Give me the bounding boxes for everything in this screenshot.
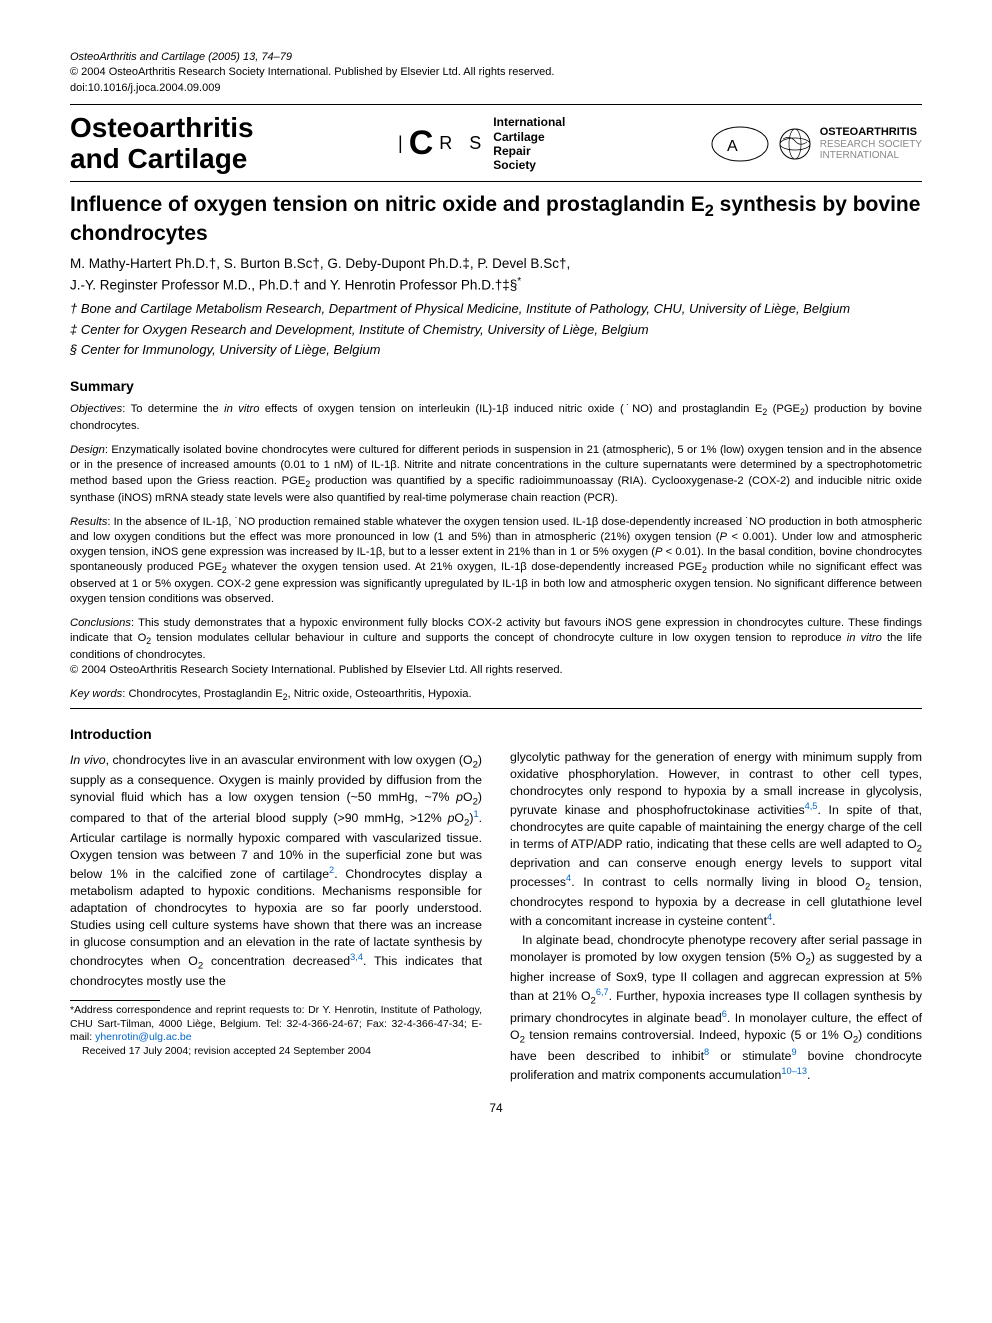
- design-label: Design: [70, 444, 105, 456]
- icrs-c-icon: C: [409, 124, 434, 163]
- affiliation-2: ‡ Center for Oxygen Research and Develop…: [70, 321, 922, 340]
- summary-heading: Summary: [70, 378, 922, 394]
- correspondence-text: *Address correspondence and reprint requ…: [70, 1004, 482, 1045]
- oars-logo: A OSTEOARTHRITIS RESEARCH SOCIETY INTERN…: [710, 124, 922, 164]
- column-left: Introduction In vivo, chondrocytes live …: [70, 719, 482, 1087]
- design-text: : Enzymatically isolated bovine chondroc…: [70, 444, 922, 503]
- keywords-label: Key words: [70, 688, 122, 700]
- abstract: Objectives: To determine the in vitro ef…: [70, 402, 922, 678]
- intro-para-2: glycolytic pathway for the generation of…: [510, 749, 922, 930]
- conclusions-text: : This study demonstrates that a hypoxic…: [70, 617, 922, 661]
- intro-para-1: In vivo, chondrocytes live in an avascul…: [70, 752, 482, 990]
- globe-icon: [778, 127, 812, 161]
- article-title: Influence of oxygen tension on nitric ox…: [70, 192, 922, 248]
- svg-text:A: A: [727, 138, 738, 155]
- affiliation-3: § Center for Immunology, University of L…: [70, 341, 922, 360]
- objectives-text: : To determine the in vitro effects of o…: [70, 403, 922, 432]
- icrs-logo: | C R S InternationalCartilageRepairSoci…: [398, 115, 565, 173]
- journal-name: Osteoarthritis and Cartilage: [70, 113, 254, 175]
- masthead: Osteoarthritis and Cartilage | C R S Int…: [70, 113, 922, 175]
- rule-top: [70, 104, 922, 105]
- column-right: glycolytic pathway for the generation of…: [510, 719, 922, 1087]
- rule-masthead: [70, 181, 922, 182]
- oars-oval-icon: A: [710, 124, 770, 164]
- page-number: 74: [70, 1101, 922, 1115]
- introduction-heading: Introduction: [70, 725, 482, 744]
- body-columns: Introduction In vivo, chondrocytes live …: [70, 719, 922, 1087]
- correspondence-footnote: *Address correspondence and reprint requ…: [70, 1004, 482, 1059]
- results-label: Results: [70, 516, 107, 528]
- footnote-rule: [70, 1000, 160, 1001]
- authors: M. Mathy-Hartert Ph.D.†, S. Burton B.Sc†…: [70, 254, 922, 296]
- results-text: : In the absence of IL-1β, ˙NO productio…: [70, 516, 922, 605]
- copyright-line: © 2004 OsteoArthritis Research Society I…: [70, 65, 922, 80]
- rule-abstract-end: [70, 708, 922, 709]
- doi-line: doi:10.1016/j.joca.2004.09.009: [70, 81, 922, 96]
- objectives-label: Objectives: [70, 403, 122, 415]
- abstract-copyright: © 2004 OsteoArthritis Research Society I…: [70, 664, 563, 676]
- affiliation-1: † Bone and Cartilage Metabolism Research…: [70, 300, 922, 319]
- received-text: Received 17 July 2004; revision accepted…: [70, 1045, 482, 1059]
- oars-text: OSTEOARTHRITIS RESEARCH SOCIETY INTERNAT…: [820, 126, 922, 162]
- conclusions-label: Conclusions: [70, 617, 131, 629]
- icrs-text: InternationalCartilageRepairSociety: [493, 115, 565, 173]
- keywords-text: : Chondrocytes, Prostaglandin E2, Nitric…: [122, 688, 471, 700]
- keywords: Key words: Chondrocytes, Prostaglandin E…: [70, 688, 922, 702]
- citation-line: OsteoArthritis and Cartilage (2005) 13, …: [70, 50, 922, 65]
- header-meta: OsteoArthritis and Cartilage (2005) 13, …: [70, 50, 922, 96]
- intro-para-3: In alginate bead, chondrocyte phenotype …: [510, 932, 922, 1084]
